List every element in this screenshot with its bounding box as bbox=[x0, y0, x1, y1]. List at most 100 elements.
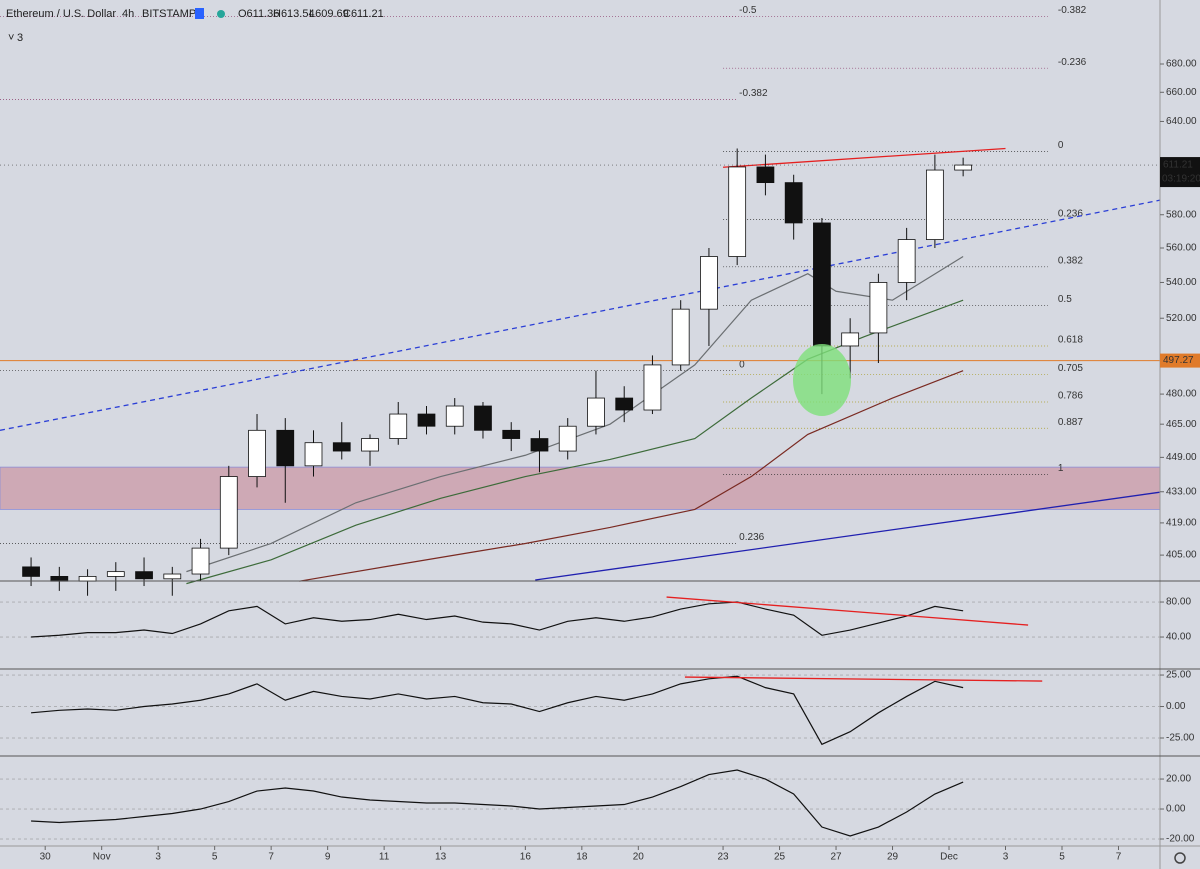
trendline bbox=[723, 147, 1006, 168]
candle-body bbox=[869, 282, 888, 334]
fib-label: 0.618 bbox=[1058, 335, 1083, 346]
candle-body bbox=[332, 442, 351, 452]
y-tick-label: 0.00 bbox=[1166, 701, 1186, 712]
fib-label: 0.705 bbox=[1058, 363, 1083, 374]
indicator-line bbox=[31, 769, 964, 837]
candle-body bbox=[813, 222, 831, 347]
candle-body bbox=[615, 397, 634, 411]
candle-body bbox=[841, 332, 860, 347]
trendline bbox=[535, 491, 1161, 581]
price-tag-label: 497.27 bbox=[1163, 355, 1194, 366]
flag-icon[interactable] bbox=[195, 8, 204, 19]
candle-body bbox=[474, 405, 492, 431]
fib-label: 0.887 bbox=[1058, 417, 1083, 428]
candle-body bbox=[926, 169, 944, 240]
x-tick-label: 5 bbox=[1059, 852, 1065, 863]
x-tick-label: Nov bbox=[93, 852, 111, 863]
fib-label: 0.236 bbox=[1058, 208, 1083, 219]
candle-body bbox=[191, 547, 210, 575]
candle-body bbox=[728, 166, 747, 257]
candle-body bbox=[106, 571, 125, 577]
candle-body bbox=[22, 566, 40, 577]
candle-body bbox=[954, 164, 973, 171]
candle-body bbox=[558, 425, 577, 452]
x-tick-label: 3 bbox=[1003, 852, 1009, 863]
candle-body bbox=[445, 405, 464, 427]
y-tick-label: -20.00 bbox=[1166, 834, 1195, 845]
y-tick-label: 20.00 bbox=[1166, 774, 1191, 785]
candle-body bbox=[219, 476, 238, 549]
candle-body bbox=[756, 166, 775, 184]
y-tick-label: 480.00 bbox=[1166, 389, 1197, 400]
collapse-arrow[interactable]: ˅ bbox=[8, 32, 14, 44]
indicator-line bbox=[31, 675, 964, 746]
y-tick-label: 580.00 bbox=[1166, 209, 1197, 220]
ohlc-low: L609.69 bbox=[309, 8, 349, 20]
y-tick-label: 520.00 bbox=[1166, 313, 1197, 324]
indicator-count[interactable]: 3 bbox=[17, 32, 23, 44]
candle-body bbox=[361, 438, 379, 452]
candle-body bbox=[587, 397, 605, 427]
x-tick-label: 9 bbox=[325, 852, 331, 863]
fib-label: 0 bbox=[739, 359, 745, 370]
fib-label: -0.5 bbox=[739, 5, 757, 16]
countdown-label: 03:19:20 bbox=[1162, 174, 1200, 185]
y-tick-label: 40.00 bbox=[1166, 632, 1191, 643]
y-tick-label: 25.00 bbox=[1166, 670, 1191, 681]
interval: 4h bbox=[122, 8, 134, 20]
fib-label: 0 bbox=[1058, 140, 1064, 151]
candle-body bbox=[78, 576, 97, 582]
candle-body bbox=[50, 576, 69, 582]
x-tick-label: 11 bbox=[379, 852, 390, 863]
indicator-line bbox=[31, 601, 964, 638]
x-tick-label: 25 bbox=[774, 852, 786, 863]
x-tick-label: 23 bbox=[717, 852, 729, 863]
y-tick-label: 640.00 bbox=[1166, 116, 1197, 127]
support-zone bbox=[0, 466, 1161, 510]
y-tick-label: 560.00 bbox=[1166, 243, 1197, 254]
candle-body bbox=[304, 442, 323, 467]
x-tick-label: 29 bbox=[887, 852, 899, 863]
x-tick-label: 13 bbox=[435, 852, 447, 863]
settings-icon[interactable] bbox=[1174, 852, 1186, 864]
trendline bbox=[666, 596, 1029, 626]
x-tick-label: 7 bbox=[268, 852, 274, 863]
y-tick-label: 660.00 bbox=[1166, 87, 1197, 98]
x-tick-label: 18 bbox=[576, 852, 588, 863]
status-dot bbox=[217, 10, 225, 18]
last-price-label: 611.21 bbox=[1163, 160, 1193, 171]
candle-body bbox=[530, 438, 549, 452]
highlight-circle bbox=[793, 344, 851, 416]
x-tick-label: 30 bbox=[40, 852, 52, 863]
fib-label: 0.382 bbox=[1058, 255, 1083, 266]
trendline bbox=[0, 199, 1161, 431]
candle-body bbox=[135, 571, 153, 580]
x-tick-label: 5 bbox=[212, 852, 218, 863]
x-tick-label: Dec bbox=[940, 852, 958, 863]
x-tick-label: 20 bbox=[633, 852, 645, 863]
ohlc-close: C611.21 bbox=[343, 8, 384, 20]
y-tick-label: 433.00 bbox=[1166, 486, 1197, 497]
candle-body bbox=[417, 413, 436, 427]
fib-label: -0.236 bbox=[1058, 57, 1087, 68]
fib-label: -0.382 bbox=[739, 88, 768, 99]
y-tick-label: 419.00 bbox=[1166, 518, 1197, 529]
candle-body bbox=[163, 573, 182, 580]
candle-body bbox=[502, 429, 521, 439]
candle-body bbox=[897, 239, 916, 283]
ohlc-open: O611.36 bbox=[238, 8, 279, 20]
candle-body bbox=[784, 182, 803, 224]
x-tick-label: 27 bbox=[830, 852, 842, 863]
exchange: BITSTAMP bbox=[142, 8, 196, 20]
y-tick-label: 540.00 bbox=[1166, 277, 1197, 288]
candle-body bbox=[700, 256, 718, 310]
fib-label: 0.236 bbox=[739, 532, 764, 543]
y-tick-label: 680.00 bbox=[1166, 59, 1197, 70]
candle-body bbox=[643, 364, 662, 411]
y-tick-label: 80.00 bbox=[1166, 597, 1191, 608]
trendline bbox=[684, 676, 1043, 682]
y-tick-label: 465.00 bbox=[1166, 419, 1197, 430]
x-tick-label: 7 bbox=[1116, 852, 1122, 863]
